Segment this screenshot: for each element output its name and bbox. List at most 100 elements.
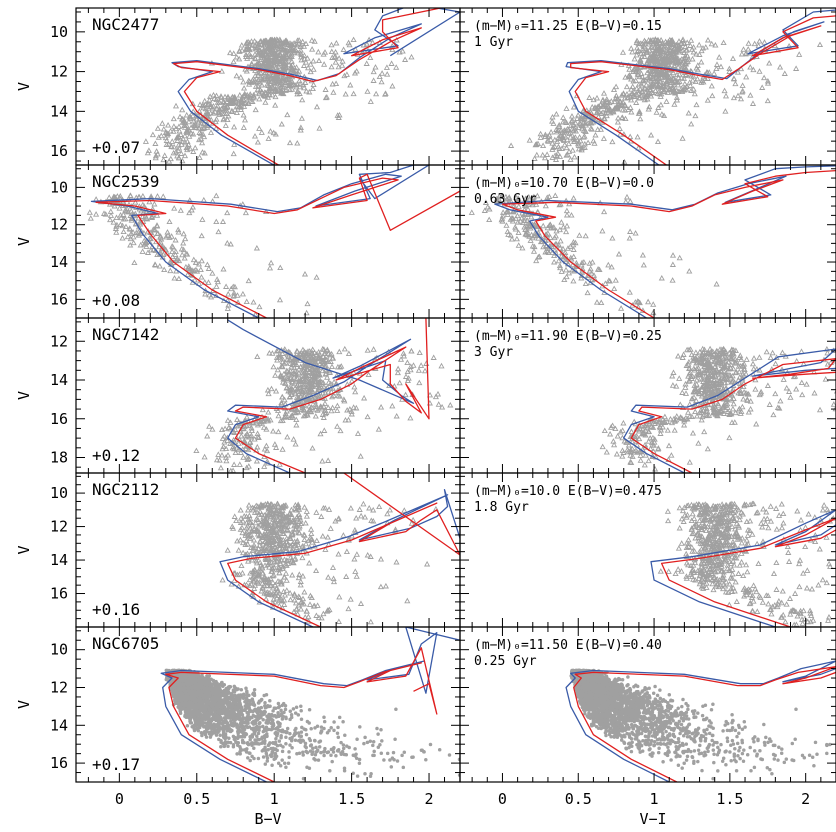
star-point	[621, 158, 628, 165]
star-point	[261, 75, 268, 81]
star-point	[544, 194, 551, 200]
star-point	[689, 429, 697, 436]
star-point	[507, 216, 514, 222]
star-point	[728, 396, 735, 403]
star-point	[582, 280, 589, 287]
star-point	[613, 450, 620, 457]
star-point	[351, 526, 358, 533]
star-point	[682, 384, 689, 390]
star-point	[297, 41, 305, 48]
star-point	[120, 228, 127, 235]
star-point	[728, 355, 735, 361]
star-point	[315, 384, 322, 390]
star-point	[291, 49, 298, 55]
star-point	[620, 90, 627, 97]
star-point	[165, 121, 172, 128]
star-point	[635, 71, 642, 78]
star-point	[163, 233, 170, 240]
star-point	[669, 261, 676, 267]
star-point	[722, 92, 730, 99]
star-point	[285, 82, 292, 89]
star-point	[730, 385, 737, 392]
star-point	[528, 213, 535, 220]
star-point	[296, 530, 303, 536]
star-point	[184, 128, 191, 134]
star-point	[643, 81, 650, 88]
star-point	[127, 226, 134, 232]
star-point	[396, 379, 403, 386]
star-point	[513, 235, 520, 242]
star-point	[647, 90, 654, 97]
star-point	[402, 391, 409, 398]
star-point	[263, 546, 270, 552]
star-point	[303, 309, 310, 316]
star-point	[737, 387, 744, 394]
star-point	[738, 50, 745, 57]
star-point	[669, 84, 677, 90]
star-point	[563, 228, 570, 235]
star-point	[113, 221, 120, 228]
star-point	[704, 445, 711, 452]
star-point	[291, 41, 298, 48]
star-point	[292, 441, 299, 447]
star-point	[618, 114, 625, 121]
star-point	[555, 123, 563, 129]
star-point	[824, 349, 831, 356]
isochrone-blue	[623, 348, 836, 473]
star-point	[257, 69, 264, 76]
star-point	[335, 550, 342, 557]
star-point	[628, 86, 635, 92]
star-point	[136, 219, 144, 225]
star-point	[345, 416, 352, 423]
star-point	[201, 453, 208, 460]
star-point	[340, 46, 347, 52]
star-point	[668, 38, 675, 45]
star-point	[207, 129, 215, 135]
star-point	[204, 101, 211, 107]
star-point	[585, 139, 592, 146]
star-point	[764, 77, 771, 84]
star-point	[235, 440, 242, 446]
star-point	[657, 430, 664, 436]
star-point	[273, 537, 280, 543]
star-point	[640, 77, 647, 83]
star-point	[254, 433, 261, 440]
star-point	[361, 514, 369, 520]
star-point	[287, 596, 294, 603]
star-point	[625, 441, 632, 448]
star-point	[530, 248, 538, 254]
star-point	[302, 519, 309, 526]
star-point	[660, 419, 667, 426]
star-point	[554, 138, 561, 144]
star-point	[701, 428, 708, 435]
star-point	[542, 202, 549, 209]
star-point	[338, 363, 345, 369]
star-point	[280, 512, 287, 519]
star-point	[261, 463, 268, 469]
star-point	[295, 501, 302, 508]
star-point	[544, 133, 551, 139]
star-point	[548, 128, 555, 135]
star-point	[264, 48, 271, 55]
star-point	[715, 374, 723, 380]
star-point	[275, 428, 282, 435]
star-point	[756, 391, 763, 398]
star-point	[400, 350, 407, 356]
star-point	[718, 362, 725, 369]
star-point	[593, 105, 600, 111]
star-point	[152, 140, 159, 146]
star-point	[330, 575, 337, 582]
star-point	[588, 126, 595, 132]
star-point	[526, 223, 533, 230]
star-point	[683, 362, 690, 368]
star-point	[744, 397, 751, 403]
star-point	[632, 230, 639, 236]
star-point	[248, 44, 255, 51]
star-point	[274, 588, 281, 594]
star-point	[283, 557, 290, 563]
star-point	[333, 80, 340, 87]
star-point	[157, 249, 164, 255]
star-point	[334, 407, 341, 413]
star-point	[270, 363, 277, 370]
star-point	[662, 69, 669, 75]
